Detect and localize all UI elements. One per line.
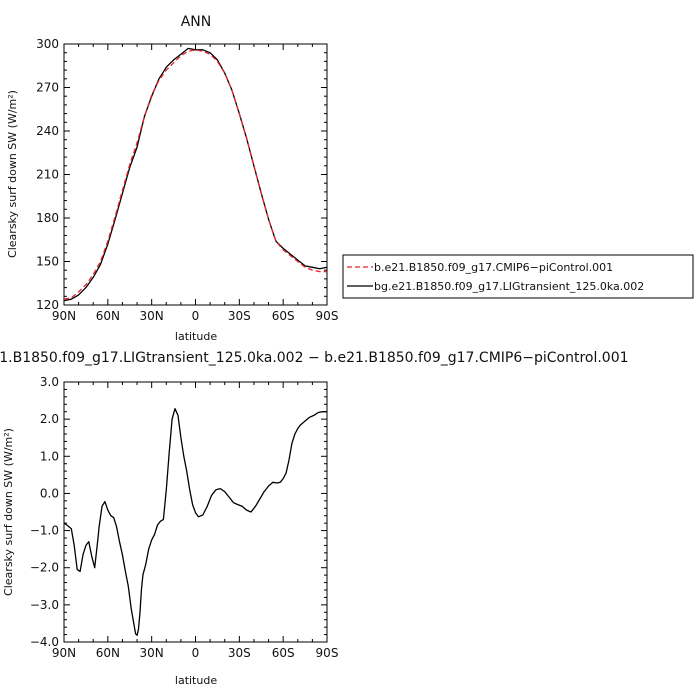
x-tick-label: 30N xyxy=(140,646,164,660)
legend-label-piControl: b.e21.B1850.f09_g17.CMIP6−piControl.001 xyxy=(374,261,613,274)
x-axis-label: latitude xyxy=(175,674,217,687)
y-axis-label: Clearsky surf down SW (W/m²) xyxy=(6,90,19,258)
y-tick-label: −1.0 xyxy=(30,524,59,538)
y-tick-label: 180 xyxy=(36,211,59,225)
panel-difference: bg.e21.B1850.f09_g17.LIGtransient_125.0k… xyxy=(0,350,629,687)
x-tick-label: 0 xyxy=(192,646,200,660)
x-tick-label: 30N xyxy=(140,309,164,323)
y-tick-label: 3.0 xyxy=(40,375,59,389)
panel-annual-mean: ANN 90N 60N 30N 0 30S 60S 90S 120 150 180 210 240 27… xyxy=(6,14,338,343)
x-tick-label: 90S xyxy=(316,646,339,660)
plot-frame xyxy=(63,43,328,306)
plot-lines xyxy=(63,408,327,636)
x-tick-label: 30S xyxy=(228,646,251,660)
x-tick-label: 30S xyxy=(228,309,251,323)
difference-title: bg.e21.B1850.f09_g17.LIGtransient_125.0k… xyxy=(0,350,629,366)
x-axis-label: latitude xyxy=(175,330,217,343)
x-tick-label: 90S xyxy=(316,309,339,323)
x-tick-label: 60N xyxy=(96,646,120,660)
y-tick-label: 1.0 xyxy=(40,449,59,463)
series-line-0 xyxy=(63,408,327,636)
x-tick-label: 0 xyxy=(192,309,200,323)
y-tick-label: 120 xyxy=(36,298,59,312)
series-line-0 xyxy=(63,47,328,302)
x-tick-label: 90N xyxy=(52,309,76,323)
x-tick-label: 60N xyxy=(96,309,120,323)
x-tick-label: 60S xyxy=(272,309,295,323)
legend: b.e21.B1850.f09_g17.CMIP6−piControl.001 … xyxy=(342,254,694,299)
x-tick-label: 60S xyxy=(272,646,295,660)
y-tick-label: 2.0 xyxy=(40,412,59,426)
y-tick-label: 240 xyxy=(36,124,59,138)
plot-lines xyxy=(63,47,328,302)
x-tick-label: 90N xyxy=(52,646,76,660)
chart-title: ANN xyxy=(181,14,212,30)
axis-ticks: 90N 60N 30N 0 30S 60S 90S −4.0 −3.0 −2.0 −1.0 0.0 1.… xyxy=(30,375,339,660)
y-tick-label: 210 xyxy=(36,168,59,182)
axis-ticks: 90N 60N 30N 0 30S 60S 90S 120 150 180 210 240 270 300 xyxy=(36,37,338,323)
series-line-1 xyxy=(63,49,327,300)
y-tick-label: −4.0 xyxy=(30,635,59,649)
y-tick-label: 300 xyxy=(36,37,59,51)
y-tick-label: −2.0 xyxy=(30,561,59,575)
y-axis-label: Clearsky surf down SW (W/m²) xyxy=(2,428,15,596)
y-tick-label: 150 xyxy=(36,255,59,269)
y-tick-label: 270 xyxy=(36,81,59,95)
legend-label-LIGtransient: bg.e21.B1850.f09_g17.LIGtransient_125.0k… xyxy=(374,280,644,293)
y-tick-label: 0.0 xyxy=(40,486,59,500)
legend-box xyxy=(342,254,694,299)
y-tick-label: −3.0 xyxy=(30,598,59,612)
